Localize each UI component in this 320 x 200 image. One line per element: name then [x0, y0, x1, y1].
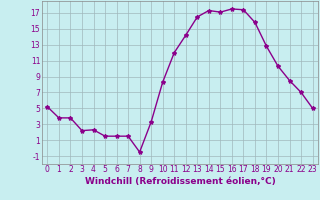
X-axis label: Windchill (Refroidissement éolien,°C): Windchill (Refroidissement éolien,°C): [84, 177, 276, 186]
